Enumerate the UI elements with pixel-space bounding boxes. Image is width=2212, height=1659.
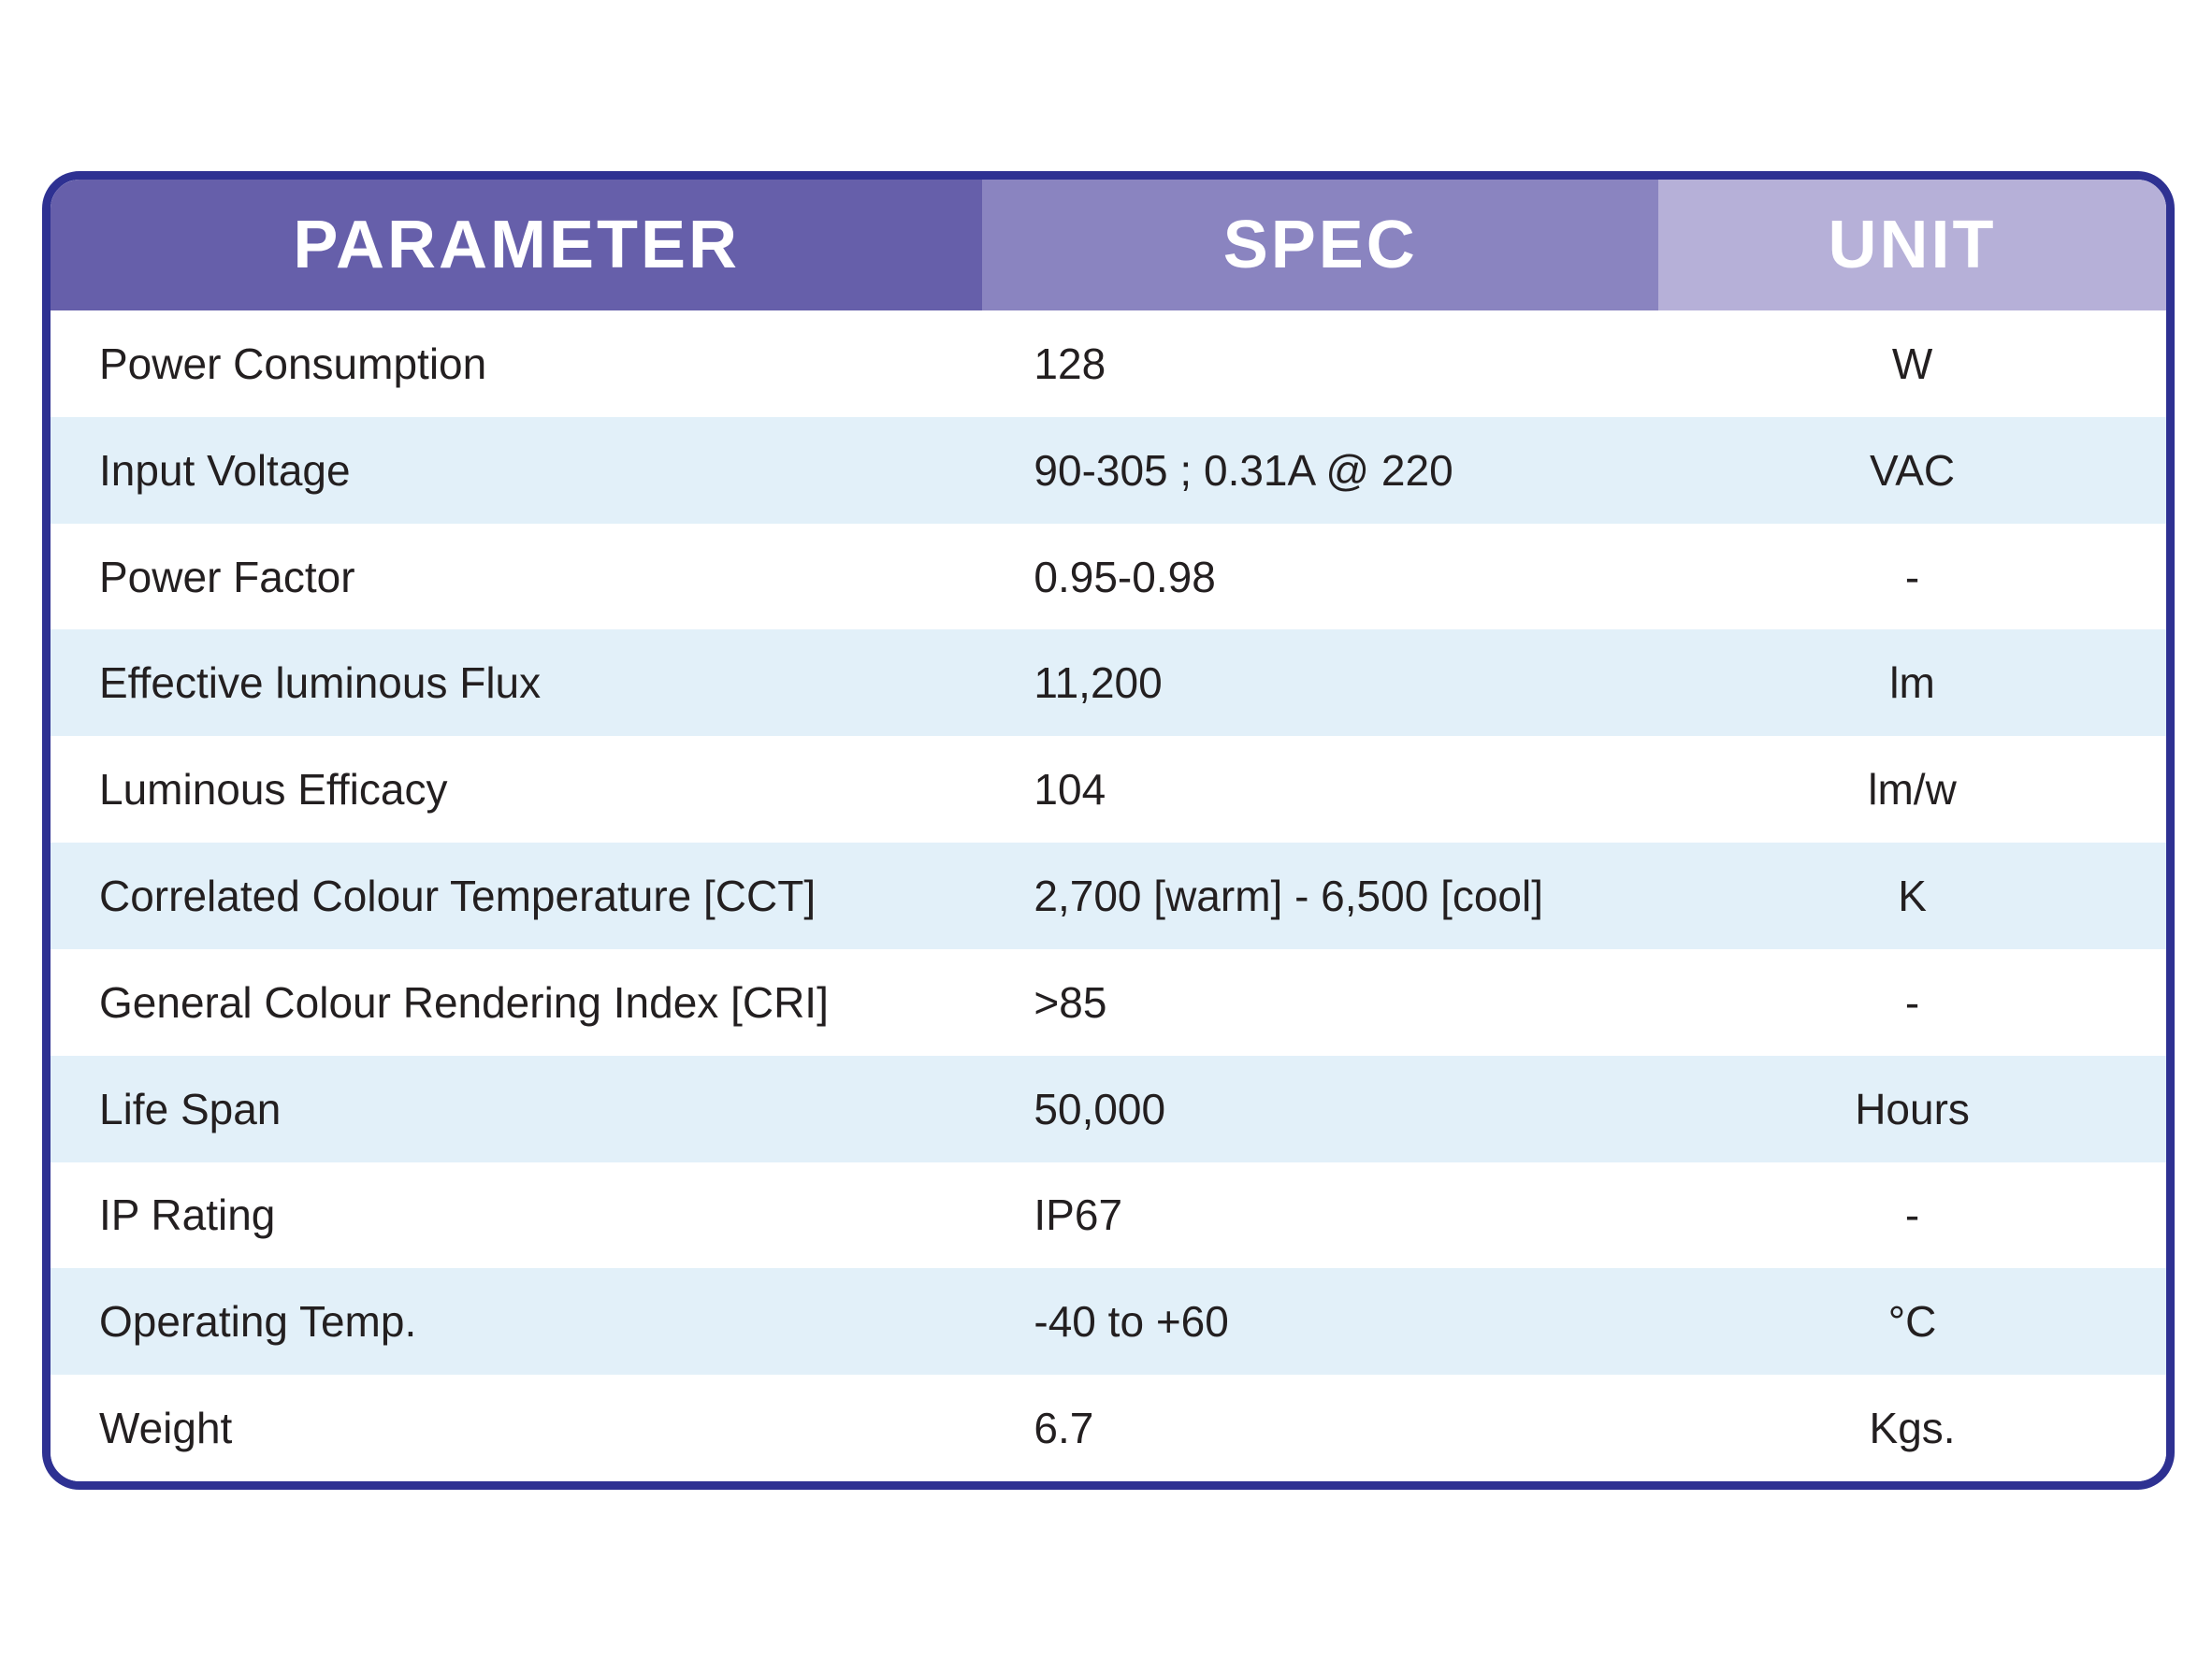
column-header-parameter: PARAMETER (51, 180, 983, 310)
unit-cell: lm/w (1868, 765, 1957, 815)
unit-cell: - (1904, 977, 1920, 1027)
table-row: Correlated Colour Temperature [CCT] 2,700… (51, 843, 2166, 949)
parameter-cell: Life Span (99, 1084, 282, 1133)
unit-cell: K (1898, 871, 1927, 920)
unit-cell: lm (1889, 658, 1935, 708)
table-row: Luminous Efficacy 104 lm/w (51, 736, 2166, 844)
table-row: Power Factor 0.95-0.98 - (51, 523, 2166, 630)
table-row: Input Voltage 90-305 ; 0.31A @ 220 VAC (51, 416, 2166, 524)
parameter-cell: Power Consumption (99, 339, 487, 388)
spec-cell: -40 to +60 (1034, 1297, 1229, 1347)
parameter-cell: General Colour Rendering Index [CRI] (99, 977, 829, 1027)
table-body: Power Consumption 128 W Input Voltage 90-305… (51, 310, 2166, 1481)
unit-cell: VAC (1869, 445, 1956, 495)
spec-cell: >85 (1034, 977, 1107, 1027)
spec-cell: 2,700 [warm] - 6,500 [cool] (1034, 871, 1544, 920)
spec-cell: 0.95-0.98 (1034, 552, 1216, 601)
parameter-cell: Operating Temp. (99, 1297, 417, 1347)
spec-table: PARAMETER SPEC UNIT Power Consumption 128… (42, 171, 2175, 1490)
table-row: Power Consumption 128 W (51, 310, 2166, 417)
spec-cell: IP67 (1034, 1190, 1123, 1240)
table-row: Life Span 50,000 Hours (51, 1055, 2166, 1162)
unit-cell: Hours (1855, 1084, 1970, 1133)
unit-cell: W (1891, 339, 1933, 388)
unit-cell: Kgs. (1869, 1404, 1956, 1453)
column-header-unit: UNIT (1658, 180, 2166, 310)
table-row: IP Rating IP67 - (51, 1161, 2166, 1269)
parameter-cell: Correlated Colour Temperature [CCT] (99, 871, 817, 920)
spec-cell: 11,200 (1034, 658, 1163, 708)
unit-cell: °C (1887, 1297, 1937, 1347)
spec-cell: 104 (1034, 765, 1106, 815)
spec-cell: 50,000 (1034, 1084, 1166, 1133)
parameter-cell: Luminous Efficacy (99, 765, 448, 815)
table-row: General Colour Rendering Index [CRI] >85 - (51, 948, 2166, 1056)
table-header: PARAMETER SPEC UNIT (51, 180, 2166, 310)
table-row: Effective luminous Flux 11,200 lm (51, 629, 2166, 737)
unit-cell: - (1904, 552, 1920, 601)
parameter-cell: Power Factor (99, 552, 355, 601)
column-header-spec: SPEC (982, 180, 1659, 310)
table-row: Weight 6.7 Kgs. (51, 1375, 2166, 1481)
parameter-cell: Effective luminous Flux (99, 658, 542, 708)
parameter-cell: Weight (99, 1404, 233, 1453)
unit-cell: - (1904, 1190, 1920, 1240)
spec-cell: 128 (1034, 339, 1106, 388)
spec-cell: 90-305 ; 0.31A @ 220 (1034, 445, 1453, 495)
parameter-cell: IP Rating (99, 1190, 276, 1240)
parameter-cell: Input Voltage (99, 445, 351, 495)
table-row: Operating Temp. -40 to +60 °C (51, 1268, 2166, 1376)
spec-cell: 6.7 (1034, 1404, 1094, 1453)
